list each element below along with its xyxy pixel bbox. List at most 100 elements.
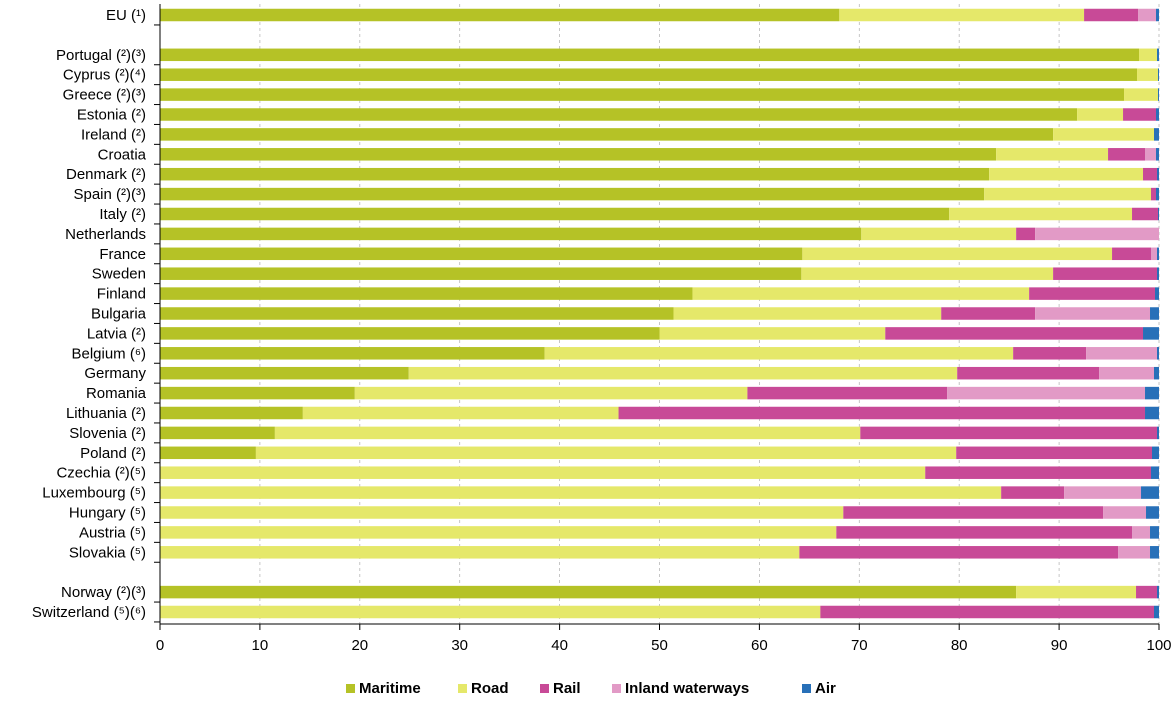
bar-segment-air [1150, 546, 1159, 559]
bar-segment-road [1139, 48, 1158, 62]
bar-segment-road [274, 426, 861, 440]
bar-segment-maritime [160, 267, 802, 280]
bar-segment-rail [1053, 267, 1158, 280]
bar-segment-air [1150, 526, 1159, 539]
category-label: Italy (²) [99, 206, 146, 223]
bar-segment-rail [941, 307, 1036, 320]
legend-swatch [802, 684, 811, 693]
bar-segment-inland-waterways [1132, 526, 1151, 539]
bar-segment-road [984, 187, 1152, 201]
category-label: Denmark (²) [66, 166, 146, 183]
bar-segment-road [673, 307, 942, 320]
bar-segment-maritime [160, 68, 1138, 81]
category-label: Finland [97, 286, 146, 303]
bar-segment-air [1150, 307, 1159, 320]
bar-segment-road [160, 605, 821, 619]
category-label: Belgium (⁶) [71, 345, 146, 362]
bar-segment-inland-waterways [1118, 546, 1151, 559]
bar-segment-road [861, 227, 1017, 241]
category-label: Estonia (²) [77, 107, 146, 124]
bar-segment-air [1154, 605, 1159, 619]
bar-segment-rail [885, 327, 1144, 340]
bar-segment-rail [799, 546, 1119, 559]
legend-label: Air [815, 680, 836, 697]
bar-segment-road [692, 287, 1030, 300]
x-tick-label: 40 [551, 637, 568, 654]
bar-segment-inland-waterways [1151, 247, 1158, 261]
bar-segment-rail [820, 605, 1155, 619]
legend-swatch [540, 684, 549, 693]
category-label: Poland (²) [80, 445, 146, 462]
category-label: Spain (²)(³) [73, 186, 146, 203]
bar-segment-maritime [160, 207, 950, 221]
bar-segment-air [1156, 187, 1159, 201]
category-label: Sweden [92, 266, 146, 283]
bar-segment-rail [1013, 347, 1087, 360]
bar-segment-rail [1132, 207, 1159, 221]
bar-segment-inland-waterways [1099, 366, 1155, 380]
bar-segment-maritime [160, 48, 1140, 62]
x-tick-label: 60 [751, 637, 768, 654]
bar-segment-road [659, 327, 886, 340]
legend-label: Maritime [359, 680, 421, 697]
bar-segment-maritime [160, 108, 1078, 121]
bar-segment-inland-waterways [1145, 148, 1157, 161]
bar-segment-rail [860, 426, 1158, 440]
bar-segment-rail [843, 506, 1104, 519]
bar-segment-air [1157, 247, 1159, 261]
bar-segment-rail [1143, 167, 1158, 181]
category-label: Switzerland (⁵)(⁶) [32, 604, 146, 621]
category-label: Ireland (²) [81, 126, 146, 143]
bar-segment-road [160, 506, 844, 519]
bar-segment-maritime [160, 307, 674, 320]
bar-segment-air [1156, 108, 1159, 121]
bar-segment-maritime [160, 167, 990, 181]
bar-segment-rail [618, 406, 1146, 420]
bar-segment-rail [1136, 585, 1158, 599]
bar-segment-road [949, 207, 1133, 221]
bar-segment-rail [747, 386, 948, 400]
bar-segment-rail [1112, 247, 1152, 261]
x-tick-labels: 0 10 20 30 40 50 60 70 80 90 100 [156, 637, 1172, 654]
category-label: Romania [86, 385, 147, 402]
bar-segment-maritime [160, 148, 997, 161]
bar-segment-air [1158, 68, 1159, 81]
x-tick-label: 100 [1146, 637, 1171, 654]
bar-segment-rail [1016, 227, 1036, 241]
bar-segment-maritime [160, 347, 545, 360]
bar-segment-inland-waterways [1064, 486, 1142, 499]
bar-segment-rail [836, 526, 1133, 539]
grid-lines [259, 4, 1160, 624]
bar-segment-maritime [160, 327, 660, 340]
category-label: Cyprus (²)(⁴) [63, 67, 146, 84]
axes [154, 4, 1160, 630]
category-label: France [99, 246, 146, 263]
legend-swatch [458, 684, 467, 693]
bar-segment-road [160, 526, 837, 539]
category-label: Bulgaria [91, 306, 147, 323]
bar-segment-air [1156, 8, 1159, 22]
legend-label: Rail [553, 680, 581, 697]
bar-segment-maritime [160, 8, 840, 22]
bar-segment-maritime [160, 88, 1125, 101]
category-label: Lithuania (²) [66, 405, 146, 422]
bar-segment-maritime [160, 406, 303, 420]
category-labels: EU (¹) Portugal (²)(³) Cyprus (²)(⁴) Greece… [32, 7, 147, 621]
category-label: EU (¹) [106, 7, 146, 24]
bar-segment-air [1157, 585, 1159, 599]
bar-segment-road [996, 148, 1109, 161]
x-tick-label: 70 [851, 637, 868, 654]
bar-segment-rail [957, 366, 1100, 380]
category-label: Austria (⁵) [79, 524, 146, 541]
bar-segment-rail [1084, 8, 1139, 22]
bar-segment-road [1124, 88, 1159, 101]
bar-segment-road [802, 247, 1113, 261]
legend-label: Road [471, 680, 509, 697]
bar-segment-air [1145, 386, 1159, 400]
category-label: Netherlands [65, 226, 146, 243]
bar-segment-air [1141, 486, 1159, 499]
bar-segment-road [839, 8, 1085, 22]
bar-segment-air [1146, 506, 1159, 519]
bar-segment-inland-waterways [1035, 227, 1159, 241]
